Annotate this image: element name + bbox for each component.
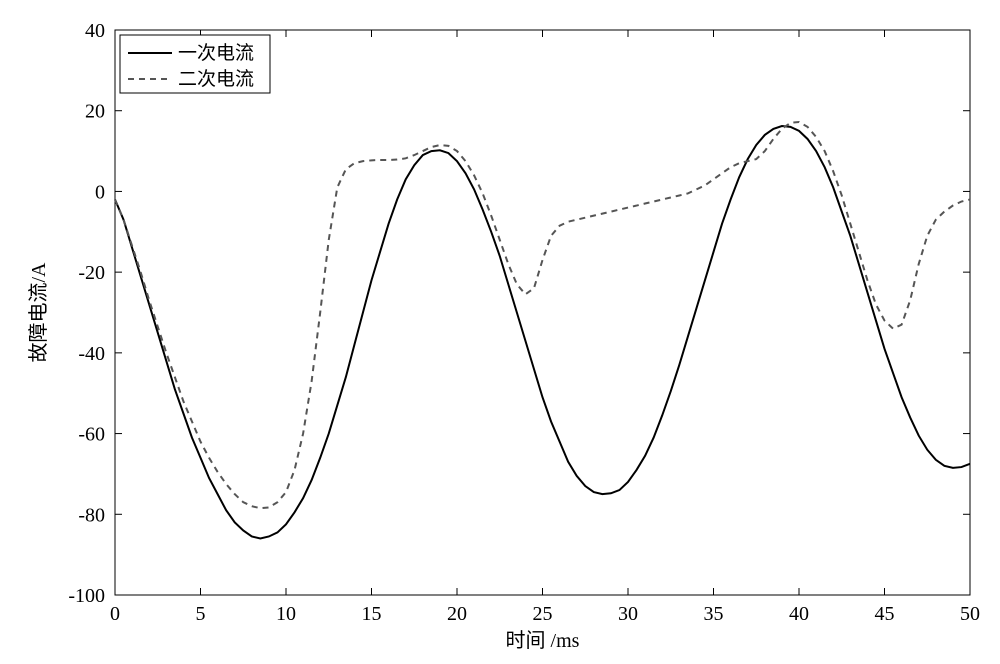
x-axis-label: 时间 /ms <box>506 629 580 652</box>
x-tick-label: 0 <box>110 603 120 625</box>
y-tick-label: -60 <box>78 424 105 446</box>
x-tick-label: 50 <box>960 603 980 625</box>
y-tick-label: 0 <box>95 181 105 203</box>
x-tick-label: 15 <box>362 603 382 625</box>
y-tick-label: -80 <box>78 504 105 526</box>
chart-svg: 0 5 10 15 20 25 30 35 40 45 50 -100 -80 -60 -40 -20 0 20 4… <box>0 0 1000 664</box>
y-tick-label: -20 <box>78 262 105 284</box>
x-tick-label: 5 <box>196 603 206 625</box>
x-tick-label: 35 <box>704 603 724 625</box>
y-tick-label: 20 <box>85 101 105 123</box>
x-tick-label: 45 <box>875 603 895 625</box>
y-axis-label: 故障电流/A <box>27 262 50 363</box>
x-tick-label: 10 <box>276 603 296 625</box>
x-tick-label: 20 <box>447 603 467 625</box>
y-tick-label: -40 <box>78 343 105 365</box>
chart-container: 0 5 10 15 20 25 30 35 40 45 50 -100 -80 -60 -40 -20 0 20 4… <box>0 0 1000 664</box>
x-tick-label: 40 <box>789 603 809 625</box>
legend-label: 一次电流 <box>178 42 254 64</box>
y-tick-label: -100 <box>68 585 105 607</box>
series-secondary-current <box>115 122 970 508</box>
legend-label: 二次电流 <box>178 68 254 90</box>
series-primary-current <box>115 126 970 538</box>
plot-border <box>115 30 970 595</box>
y-tick-label: 40 <box>85 20 105 42</box>
x-tick-label: 30 <box>618 603 638 625</box>
x-tick-label: 25 <box>533 603 553 625</box>
